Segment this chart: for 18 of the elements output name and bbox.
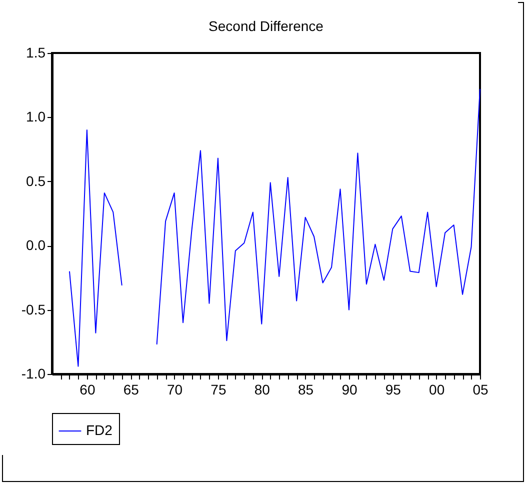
y-tick-label: -1.0 [21, 366, 46, 382]
x-tick-label: 95 [385, 382, 402, 398]
x-tick-label: 80 [254, 382, 270, 398]
y-tick-label: -0.5 [21, 301, 46, 318]
x-tick-label: 65 [123, 382, 140, 398]
y-tick-label: 1.0 [26, 108, 46, 125]
x-tick-label: 90 [342, 382, 358, 398]
x-tick-label: 00 [429, 382, 445, 398]
x-tick-label: 60 [80, 382, 96, 398]
x-tick-label: 05 [472, 382, 488, 398]
legend-label: FD2 [86, 422, 113, 438]
y-tick-label: 0.0 [26, 237, 46, 254]
y-tick-label: 0.5 [26, 172, 46, 189]
x-tick-label: 75 [210, 382, 226, 398]
y-tick-label: 1.5 [26, 44, 46, 60]
chart-title: Second Difference [208, 18, 324, 34]
x-tick-label: 70 [166, 382, 183, 398]
x-tick-label: 85 [298, 382, 314, 398]
